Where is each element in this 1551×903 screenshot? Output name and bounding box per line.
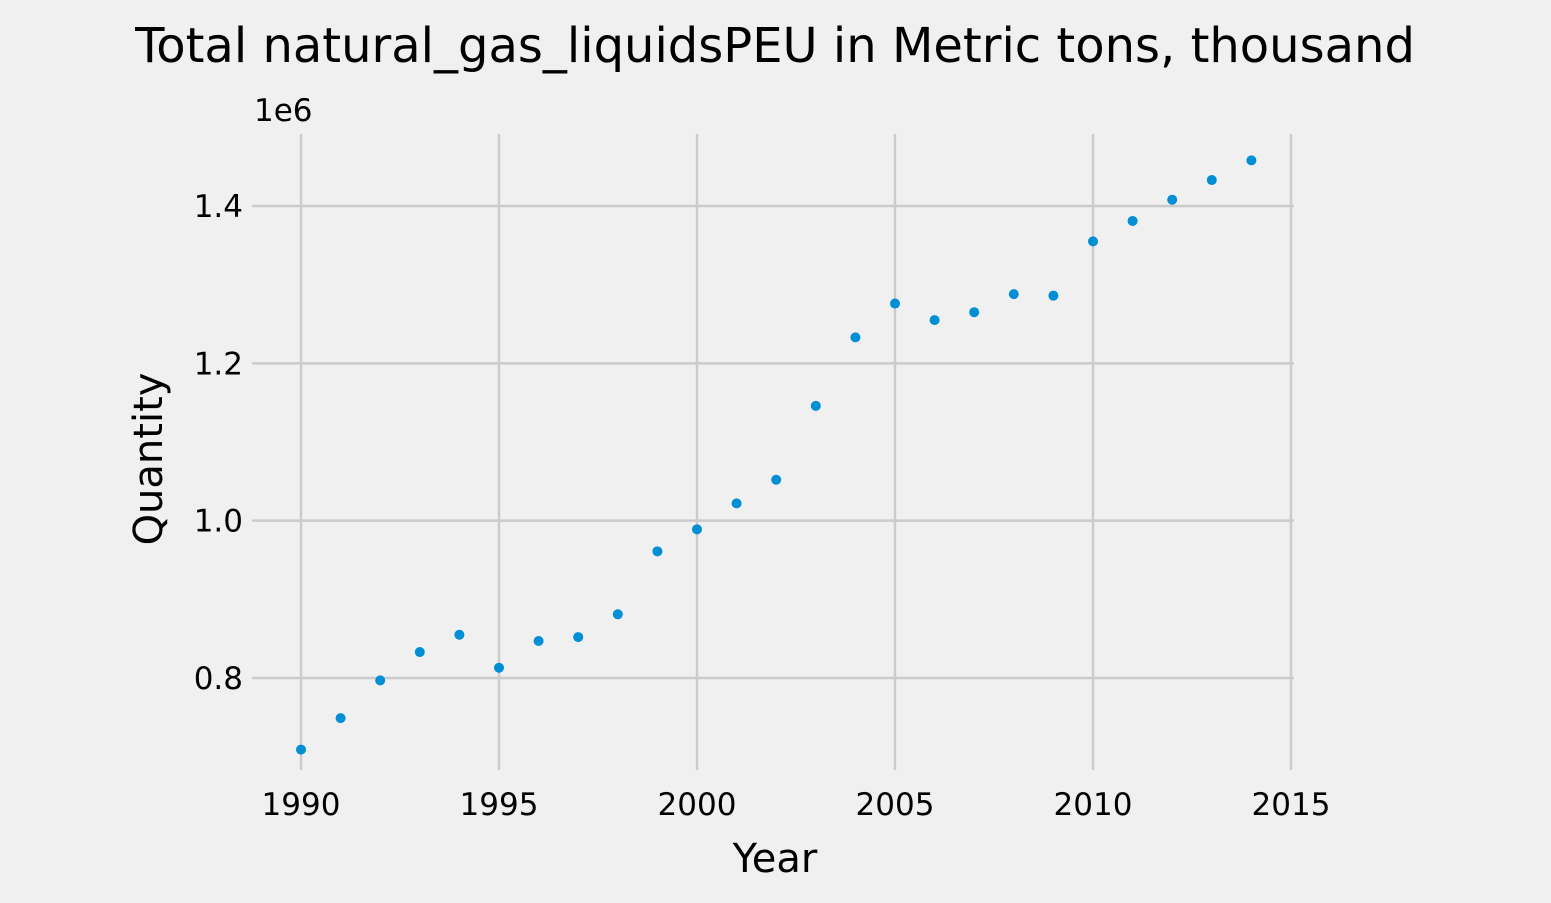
x-tick-label: 2015 — [1252, 787, 1331, 823]
data-point — [375, 675, 386, 686]
data-point — [771, 474, 782, 485]
y-axis-label: Quantity — [126, 373, 172, 546]
chart-title: Total natural_gas_liquidsPEU in Metric t… — [134, 18, 1415, 74]
data-point — [969, 307, 980, 318]
y-tick-label: 0.8 — [194, 661, 243, 697]
data-point — [454, 629, 465, 640]
data-point — [929, 315, 940, 326]
y-tick-label: 1.0 — [194, 504, 243, 540]
data-point — [1206, 175, 1217, 186]
data-point — [573, 632, 584, 643]
data-point — [414, 647, 425, 658]
y-tick-label: 1.4 — [194, 189, 243, 225]
data-point — [533, 636, 544, 647]
x-tick-label: 2000 — [658, 787, 737, 823]
data-point — [890, 298, 900, 309]
data-point — [494, 662, 504, 673]
tick-labels: 1990 1995 2000 2005 2010 2015 0.8 1.0 1.2 1.4 — [194, 189, 1331, 823]
x-tick-label: 1990 — [262, 787, 341, 823]
x-axis-label: Year — [732, 836, 818, 882]
data-point — [652, 546, 663, 557]
data-point — [850, 332, 861, 343]
x-tick-label: 2005 — [856, 787, 935, 823]
data-points — [296, 155, 1257, 755]
data-point — [612, 609, 623, 620]
data-point — [1127, 215, 1138, 226]
data-point — [1088, 236, 1098, 247]
x-tick-label: 2010 — [1054, 787, 1133, 823]
data-point — [335, 713, 346, 724]
y-offset-text: 1e6 — [254, 93, 313, 129]
data-point — [1246, 155, 1257, 166]
data-point — [692, 524, 702, 535]
data-point — [810, 400, 821, 411]
data-point — [731, 498, 742, 509]
data-point — [296, 744, 306, 755]
data-point — [1008, 289, 1019, 300]
x-tick-label: 1995 — [460, 787, 539, 823]
grid-lines — [252, 134, 1294, 770]
data-point — [1167, 194, 1178, 205]
y-tick-label: 1.2 — [194, 346, 243, 382]
data-point — [1048, 290, 1059, 301]
